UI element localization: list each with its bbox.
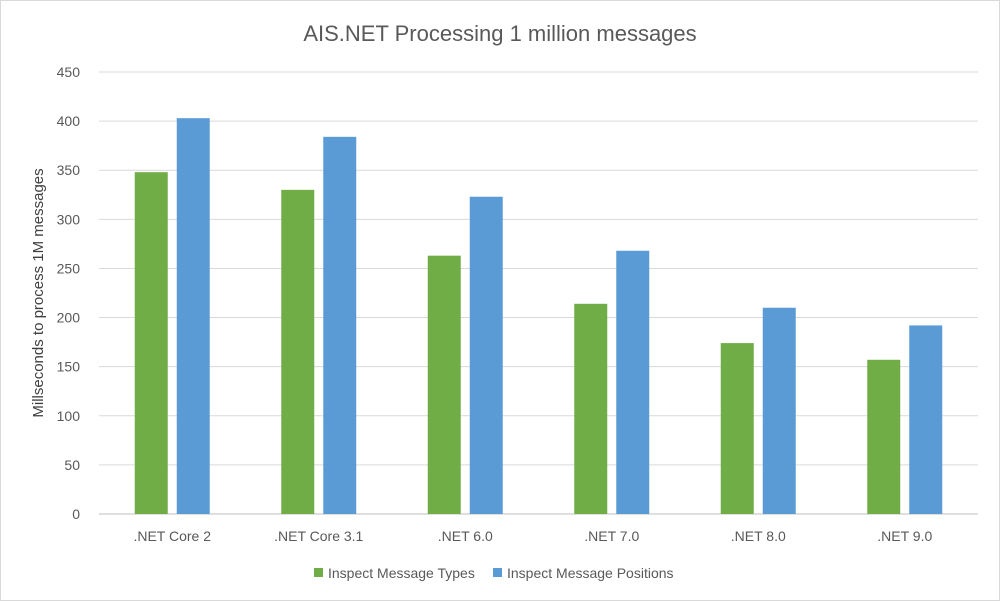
y-tick-label: 0 [72,506,80,522]
y-tick-label: 150 [57,359,81,375]
bar [176,118,210,515]
bar [720,343,754,514]
y-tick-label: 400 [57,113,81,129]
x-tick-label: .NET Core 2 [133,528,211,544]
bar [281,189,315,514]
legend-label: Inspect Message Types [328,565,475,581]
x-tick-label: .NET Core 3.1 [274,528,363,544]
legend-label: Inspect Message Positions [507,565,674,581]
bar [574,303,608,514]
bars [134,118,943,515]
chart-title: AIS.NET Processing 1 million messages [303,21,696,46]
bar [469,196,503,514]
legend-swatch [493,568,502,577]
legend: Inspect Message Types Inspect Message Pos… [314,565,674,581]
x-tick-label: .NET 8.0 [731,528,786,544]
y-tick-label: 350 [57,162,81,178]
x-tick-label: .NET 6.0 [438,528,493,544]
legend-swatch [314,568,323,577]
y-tick-label: 300 [57,211,81,227]
x-tick-label: .NET 9.0 [877,528,932,544]
y-axis-title: Millseconds to process 1M messages [30,168,47,417]
x-axis-ticks: .NET Core 2 .NET Core 3.1 .NET 6.0 .NET 7.0… [133,528,932,544]
bar [616,250,650,514]
y-tick-label: 450 [57,64,81,80]
y-tick-label: 50 [64,457,80,473]
bar [427,255,461,515]
x-tick-label: .NET 7.0 [584,528,639,544]
bar [867,359,901,514]
bar [134,172,168,515]
gridlines [99,71,978,515]
bar [909,325,943,514]
y-tick-label: 200 [57,310,81,326]
y-axis-ticks: 0 50 100 150 200 250 300 350 400 450 [57,64,81,522]
y-tick-label: 100 [57,408,81,424]
y-tick-label: 250 [57,260,81,276]
bar [762,307,796,514]
bar [323,136,357,514]
